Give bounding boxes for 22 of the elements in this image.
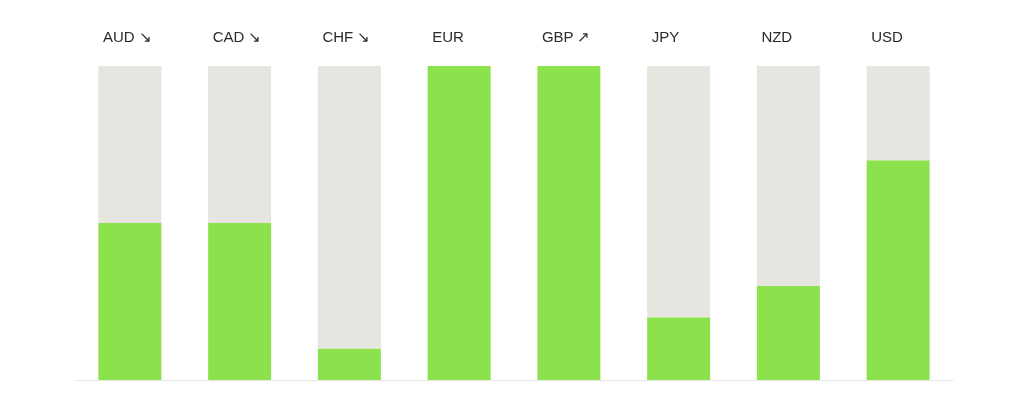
x-tick-label: AUD ↘ — [102, 27, 152, 45]
bar — [866, 160, 930, 380]
x-tick-label: EUR — [432, 27, 464, 45]
bar — [647, 66, 711, 318]
bar — [537, 66, 601, 380]
bar — [866, 66, 930, 161]
bar — [647, 317, 711, 380]
bar — [208, 66, 272, 223]
bar — [208, 223, 272, 380]
x-tick-label: NZD — [761, 27, 793, 45]
bar — [98, 223, 162, 380]
x-tick-label: USD — [871, 27, 903, 45]
x-tick-label: CHF ↘ — [322, 27, 371, 45]
bar — [98, 66, 162, 223]
bar — [427, 66, 491, 380]
x-tick-label: CAD ↘ — [212, 27, 262, 45]
bar — [317, 66, 381, 349]
bar — [756, 285, 820, 380]
bar — [317, 348, 381, 380]
x-tick-label: JPY — [651, 27, 680, 45]
bar — [756, 66, 820, 286]
x-tick-label: GBP ↗ — [541, 27, 591, 45]
